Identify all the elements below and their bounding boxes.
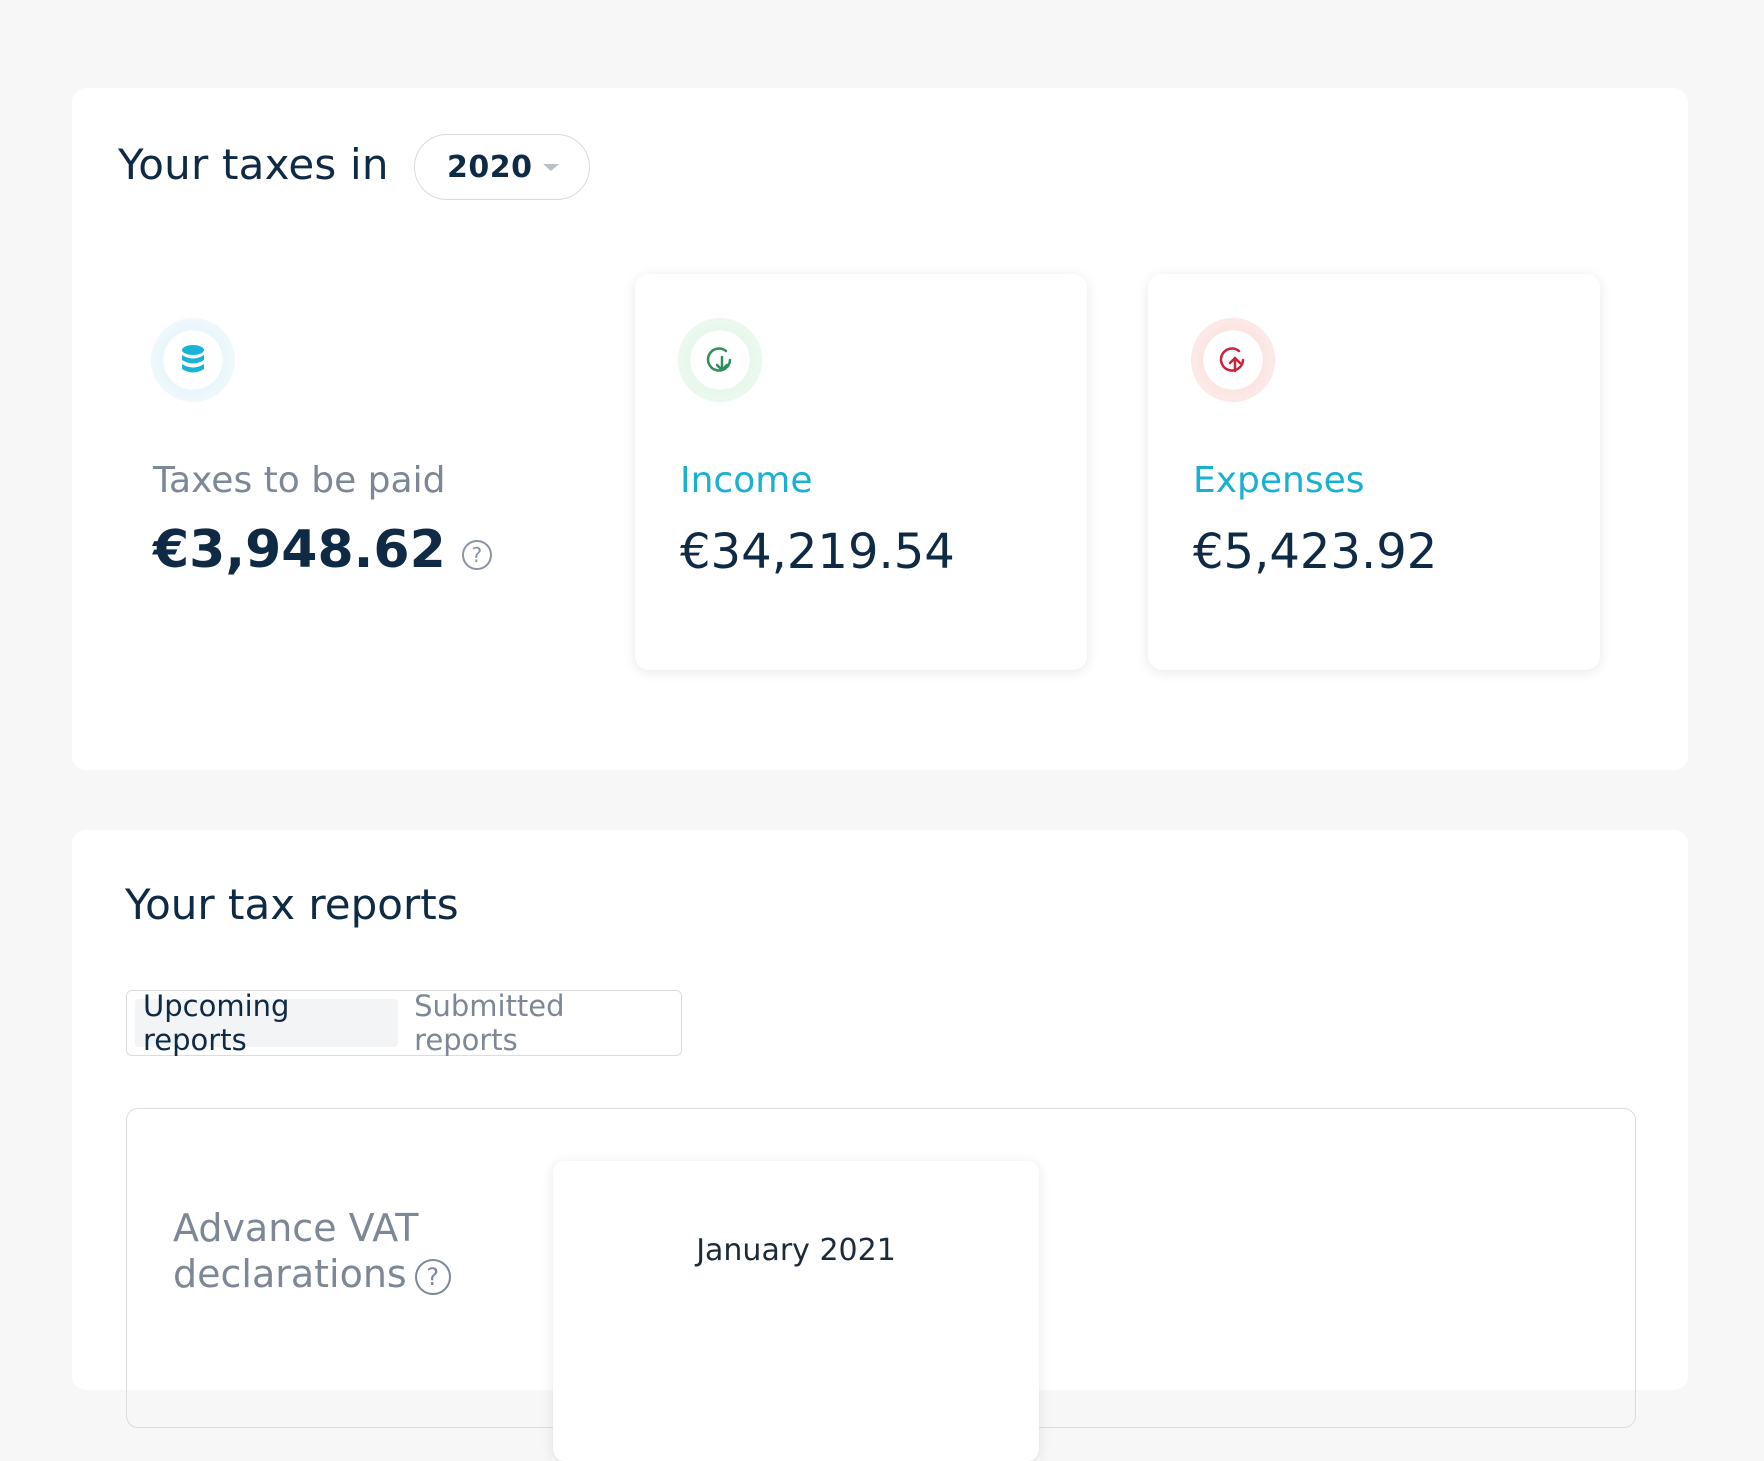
year-select[interactable]: 2020 — [414, 134, 590, 200]
reports-title: Your tax reports — [125, 880, 459, 929]
taxes-to-pay-label: Taxes to be paid — [153, 460, 446, 501]
reports-panel: Your tax reports Upcoming reports Submit… — [72, 830, 1688, 1461]
taxes-to-pay-value: €3,948.62 — [153, 520, 446, 580]
income-arrow-down-icon — [680, 320, 760, 400]
chevron-down-icon — [543, 164, 559, 171]
taxes-to-pay-amount: €3,948.62 ? — [153, 520, 492, 580]
expenses-card[interactable]: Expenses €5,423.92 — [1148, 274, 1600, 670]
taxes-title: Your taxes in — [118, 140, 389, 189]
tab-upcoming-reports[interactable]: Upcoming reports — [135, 989, 399, 1057]
vat-declarations-section: Advance VAT declarations? January 2021 — [126, 1108, 1636, 1461]
vat-label-line2: declarations — [173, 1252, 407, 1296]
tab-submitted-reports[interactable]: Submitted reports — [414, 989, 565, 1057]
month-label: January 2021 — [696, 1233, 896, 1268]
expenses-amount: €5,423.92 — [1193, 524, 1438, 580]
coins-stack-icon — [153, 320, 233, 400]
income-card[interactable]: Income €34,219.54 — [635, 274, 1087, 670]
expenses-arrow-up-icon — [1193, 320, 1273, 400]
vat-label-line1: Advance VAT — [173, 1206, 419, 1250]
vat-declarations-label: Advance VAT declarations? — [173, 1205, 493, 1297]
taxes-to-pay-card: Taxes to be paid €3,948.62 ? — [108, 274, 560, 670]
income-amount: €34,219.54 — [680, 524, 955, 580]
reports-tabs: Upcoming reports Submitted reports — [126, 989, 682, 1057]
expenses-label: Expenses — [1193, 460, 1365, 501]
year-value: 2020 — [447, 149, 533, 185]
help-icon[interactable]: ? — [414, 1258, 451, 1295]
income-label: Income — [680, 460, 813, 501]
help-icon[interactable]: ? — [461, 540, 492, 570]
month-card[interactable]: January 2021 — [553, 1161, 1039, 1461]
taxes-panel: Your taxes in 2020 Taxes to be paid €3,9… — [72, 88, 1688, 770]
